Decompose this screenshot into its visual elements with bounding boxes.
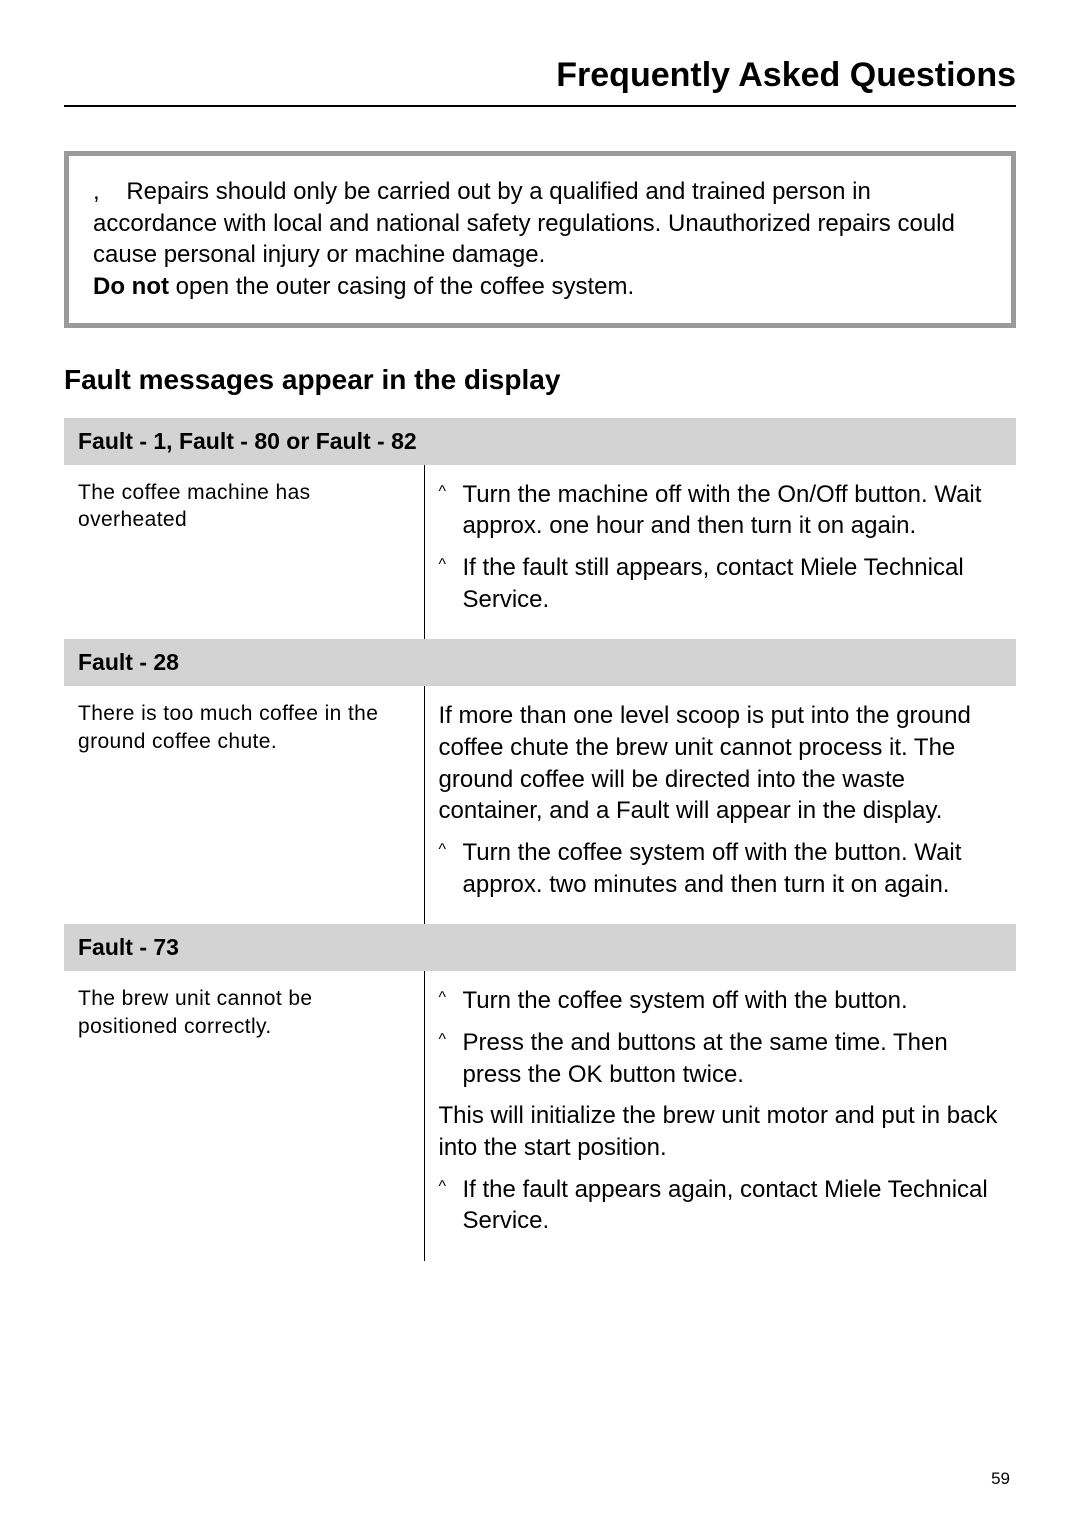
remedy-step: ^ Press the and buttons at the same time… <box>439 1027 999 1090</box>
fault-table: Fault - 1, Fault - 80 or Fault - 82 The … <box>64 418 1016 1261</box>
page-title: Frequently Asked Questions <box>64 56 1016 107</box>
caret-icon: ^ <box>439 1029 447 1050</box>
remedy-text: If the fault still appears, contact Miel… <box>463 554 964 613</box>
fault-cause: The coffee machine has overheated <box>64 465 424 640</box>
remedy-text: Press the and buttons at the same time. … <box>463 1029 948 1088</box>
remedy-step: ^ Turn the coffee system off with the bu… <box>439 985 999 1017</box>
remedy-text: If the fault appears again, contact Miel… <box>463 1176 988 1235</box>
fault-remedy-cell: ^ Turn the coffee system off with the bu… <box>424 971 1016 1261</box>
fault-header: Fault - 1, Fault - 80 or Fault - 82 <box>64 418 1016 465</box>
fault-header-row: Fault - 28 <box>64 639 1016 686</box>
fault-row: There is too much coffee in the ground c… <box>64 686 1016 924</box>
caret-icon: ^ <box>439 987 447 1008</box>
caret-icon: ^ <box>439 839 447 860</box>
fault-remedy-cell: If more than one level scoop is put into… <box>424 686 1016 924</box>
fault-header-row: Fault - 1, Fault - 80 or Fault - 82 <box>64 418 1016 465</box>
remedy-text: Turn the coffee system off with the butt… <box>463 987 908 1014</box>
fault-row: The brew unit cannot be positioned corre… <box>64 971 1016 1261</box>
warning-body: Repairs should only be carried out by a … <box>93 178 955 268</box>
fault-header-row: Fault - 73 <box>64 924 1016 971</box>
remedy-step: ^ If the fault appears again, contact Mi… <box>439 1174 999 1237</box>
remedy-step: ^ Turn the machine off with the On/Off b… <box>439 479 999 542</box>
document-page: Frequently Asked Questions , Repairs sho… <box>0 0 1080 1529</box>
remedy-plain: This will initialize the brew unit motor… <box>439 1100 999 1163</box>
fault-row: The coffee machine has overheated ^ Turn… <box>64 465 1016 640</box>
remedy-text: Turn the machine off with the On/Off but… <box>463 481 982 540</box>
fault-cause: The brew unit cannot be positioned corre… <box>64 971 424 1261</box>
caret-icon: ^ <box>439 481 447 502</box>
remedy-step: ^ If the fault still appears, contact Mi… <box>439 552 999 615</box>
remedy-text: Turn the coffee system off with the butt… <box>463 839 962 898</box>
warning-body-2: open the outer casing of the coffee syst… <box>169 273 634 300</box>
page-number: 59 <box>991 1469 1010 1489</box>
fault-remedy-cell: ^ Turn the machine off with the On/Off b… <box>424 465 1016 640</box>
remedy-plain: If more than one level scoop is put into… <box>439 700 999 827</box>
section-heading: Fault messages appear in the display <box>64 364 1016 396</box>
warning-box: , Repairs should only be carried out by … <box>64 151 1016 328</box>
fault-header: Fault - 73 <box>64 924 1016 971</box>
fault-header: Fault - 28 <box>64 639 1016 686</box>
warning-bold: Do not <box>93 273 169 300</box>
warning-lead-symbol: , <box>93 178 100 205</box>
caret-icon: ^ <box>439 1176 447 1197</box>
remedy-step: ^ Turn the coffee system off with the bu… <box>439 837 999 900</box>
fault-cause: There is too much coffee in the ground c… <box>64 686 424 924</box>
caret-icon: ^ <box>439 554 447 575</box>
